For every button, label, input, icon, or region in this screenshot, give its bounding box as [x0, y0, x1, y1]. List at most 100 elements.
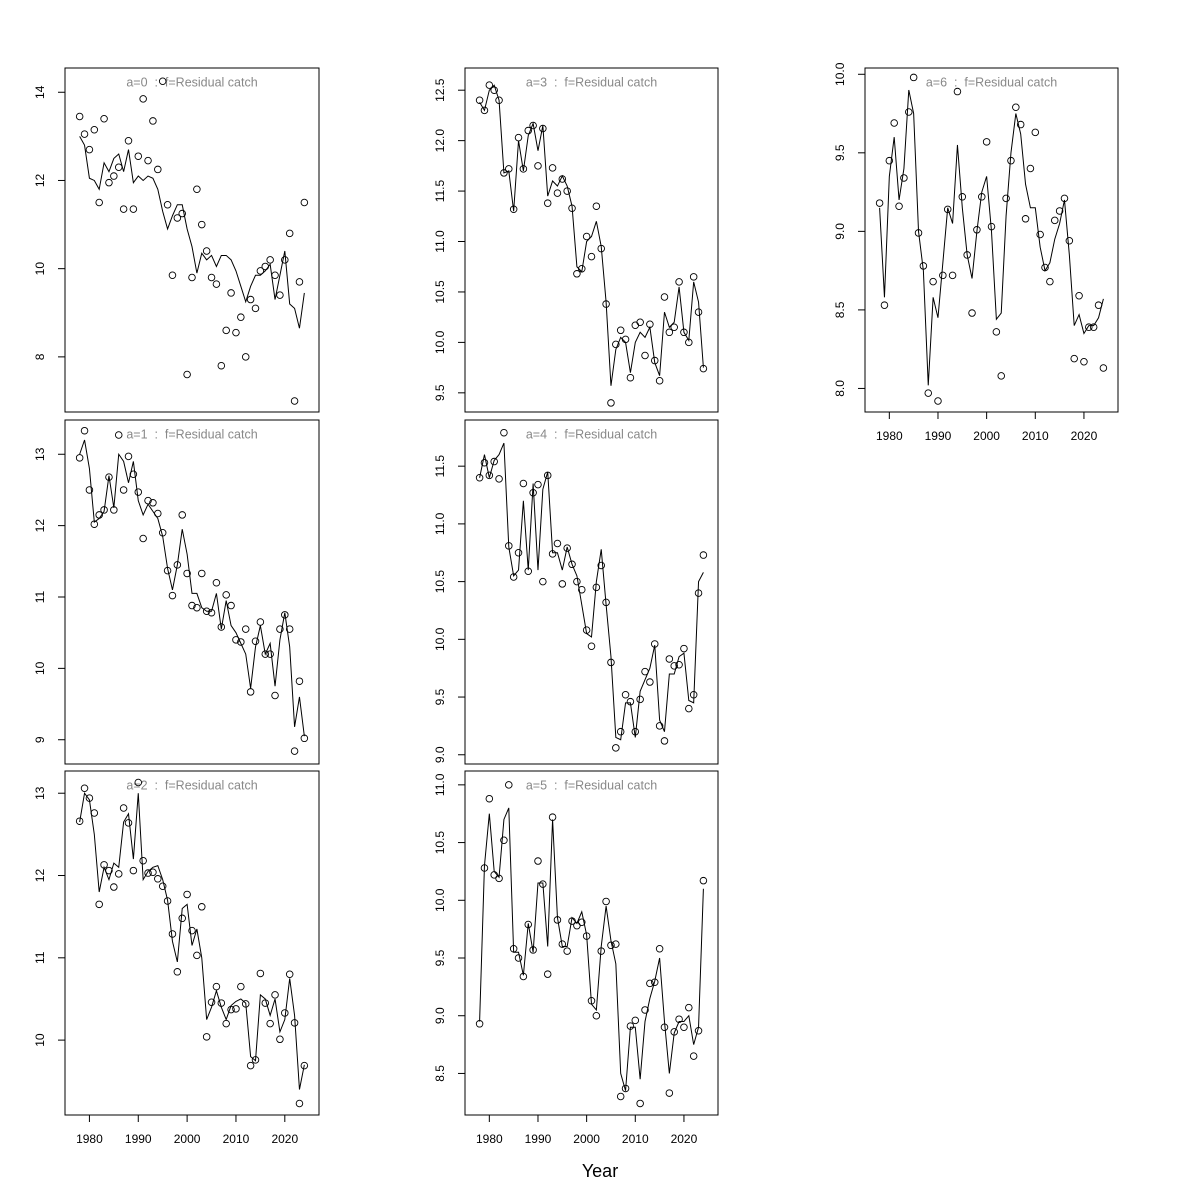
- data-point: [616, 326, 625, 335]
- y-tick-label: 14: [33, 85, 47, 99]
- data-point: [290, 397, 299, 405]
- data-point: [612, 744, 620, 752]
- data-point: [480, 458, 489, 467]
- x-tick-label: 2010: [223, 1132, 250, 1146]
- y-tick-label: 10.5: [433, 280, 447, 304]
- y-tick-label: 10.0: [433, 888, 447, 912]
- x-tick-label: 2020: [1071, 429, 1098, 443]
- data-point: [154, 165, 162, 174]
- y-tick-label: 9.5: [833, 144, 847, 161]
- data-point: [193, 951, 201, 960]
- data-point: [193, 603, 201, 612]
- data-point: [168, 271, 177, 280]
- data-point: [578, 918, 586, 926]
- data-point: [660, 293, 669, 301]
- data-point: [188, 601, 196, 610]
- y-tick-label: 10.0: [833, 62, 847, 86]
- y-tick-label: 10: [33, 262, 47, 276]
- data-point: [168, 591, 177, 600]
- data-point: [1002, 194, 1010, 203]
- data-point: [134, 778, 143, 787]
- data-point: [237, 638, 245, 646]
- data-point: [183, 569, 191, 578]
- data-point: [198, 220, 206, 229]
- data-point: [675, 278, 683, 286]
- data-point: [924, 389, 933, 397]
- data-point: [1065, 237, 1074, 245]
- y-tick-label: 10.5: [433, 831, 447, 855]
- data-point: [573, 577, 581, 586]
- data-point: [261, 262, 270, 271]
- data-point: [119, 205, 128, 213]
- y-tick-label: 11.0: [433, 230, 447, 253]
- panel-title: a=6 : f=Residual catch: [926, 75, 1057, 89]
- data-point: [689, 1052, 698, 1060]
- data-point: [75, 112, 84, 121]
- data-point: [285, 229, 294, 238]
- data-point: [154, 875, 162, 883]
- plot-box: [864, 67, 1119, 413]
- data-point: [500, 428, 508, 437]
- data-point: [563, 544, 571, 552]
- data-point: [485, 81, 494, 89]
- x-tick-label: 2010: [622, 1132, 649, 1146]
- data-point: [953, 87, 962, 96]
- data-point: [1085, 323, 1093, 331]
- data-point: [183, 890, 191, 899]
- data-point: [222, 326, 230, 335]
- data-point: [480, 106, 489, 115]
- data-point: [271, 691, 279, 700]
- data-point: [1055, 207, 1064, 215]
- fit-line: [479, 807, 704, 1091]
- data-point: [246, 1061, 255, 1070]
- y-tick-label: 9: [33, 736, 47, 743]
- data-point: [514, 133, 523, 142]
- data-point: [212, 280, 221, 288]
- data-point: [90, 125, 99, 134]
- y-tick-label: 9.0: [433, 746, 447, 763]
- y-tick-label: 10.0: [433, 627, 447, 651]
- data-point: [636, 695, 644, 704]
- data-point: [178, 209, 186, 218]
- data-point: [1070, 354, 1078, 363]
- data-point: [934, 397, 942, 405]
- y-tick-label: 9.5: [433, 384, 447, 401]
- data-point: [1012, 103, 1020, 112]
- data-point: [578, 585, 586, 594]
- data-point: [490, 457, 498, 466]
- y-tick-label: 10.5: [433, 570, 447, 594]
- data-point: [665, 655, 674, 663]
- data-point: [261, 650, 270, 658]
- data-point: [563, 187, 571, 195]
- data-point: [553, 189, 562, 197]
- y-tick-label: 11.5: [433, 455, 447, 478]
- data-point: [680, 1023, 688, 1032]
- data-point: [183, 370, 191, 379]
- data-point: [636, 318, 644, 326]
- data-point: [621, 690, 630, 699]
- data-point: [300, 1061, 309, 1070]
- data-point: [948, 271, 957, 280]
- data-point: [475, 96, 484, 105]
- data-point: [558, 940, 567, 948]
- data-point: [193, 185, 201, 194]
- y-tick-label: 9.5: [433, 949, 447, 966]
- data-point: [539, 577, 547, 586]
- data-point: [285, 970, 294, 979]
- data-point: [198, 569, 206, 578]
- data-point: [246, 295, 255, 304]
- y-tick-label: 8.5: [833, 301, 847, 318]
- fit-line: [79, 136, 305, 329]
- data-point: [114, 431, 123, 439]
- x-tick-label: 2020: [671, 1132, 698, 1146]
- x-tick-label: 2000: [973, 429, 1000, 443]
- data-point: [124, 452, 133, 461]
- data-point: [168, 930, 177, 938]
- data-point: [524, 126, 533, 135]
- y-tick-label: 13: [33, 786, 47, 800]
- data-point: [139, 95, 147, 103]
- data-point: [587, 642, 596, 651]
- y-tick-label: 11.0: [433, 773, 447, 796]
- data-point: [982, 138, 991, 146]
- data-point: [1075, 292, 1083, 300]
